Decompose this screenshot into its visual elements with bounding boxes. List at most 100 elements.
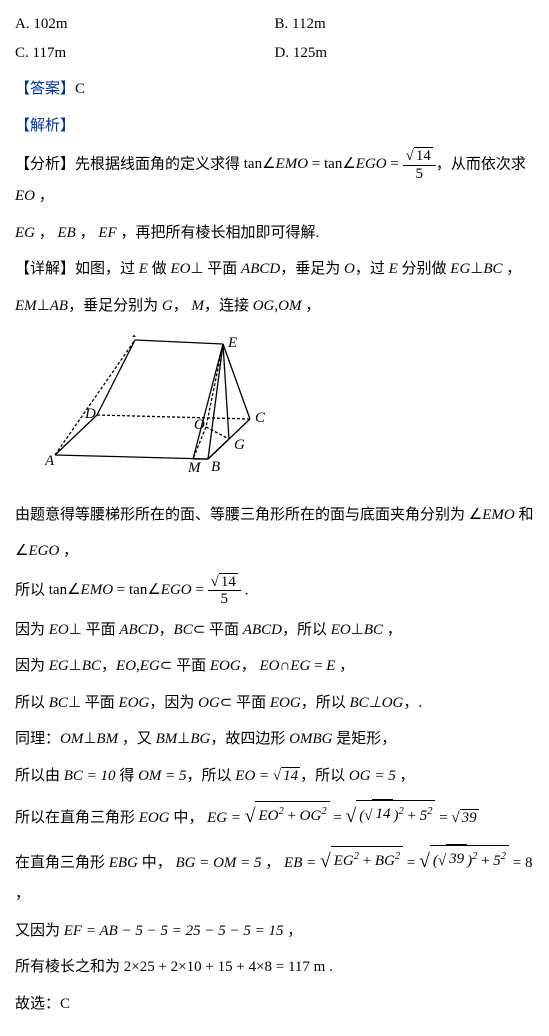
- line-13: 所以在直角三角形 EOG 中， EG = √EO2 + OG2 = √(14)2…: [15, 798, 534, 835]
- line-8: 因为 EO⊥ 平面 ABCD，BC⊂ 平面 ABCD，所以 EO⊥BC ，: [15, 616, 534, 645]
- line-detail-1: 【详解】如图，过 E 做 EO⊥ 平面 ABCD，垂足为 O，过 E 分别做 E…: [15, 255, 534, 284]
- text: ，再把所有棱长相加即可得解.: [117, 225, 320, 241]
- svg-text:E: E: [227, 335, 237, 351]
- text: ，: [301, 298, 320, 314]
- option-b: B. 112m: [275, 10, 535, 39]
- text: ，所以: [187, 768, 236, 784]
- sq: 2: [321, 806, 326, 817]
- perp: ⊥: [68, 695, 81, 711]
- eg: EG: [140, 658, 160, 674]
- eg: EG: [290, 658, 310, 674]
- e: E: [139, 261, 148, 277]
- angle: ∠: [469, 507, 482, 523]
- efc: EF = AB − 5 − 5 = 25 − 5 − 5 = 15: [64, 923, 284, 939]
- text: ，所以: [301, 695, 350, 711]
- line-6: ∠EGO ，: [15, 537, 534, 566]
- plus: +: [284, 808, 300, 824]
- text: 所以: [15, 695, 49, 711]
- text: ，: [262, 855, 285, 871]
- text: ，因为: [149, 695, 198, 711]
- text: 由题意得等腰梯形所在的面、等腰三角形所在的面与底面夹角分别为: [15, 507, 469, 523]
- text: ，故四边形: [210, 731, 289, 747]
- sq: 2: [395, 851, 400, 862]
- perp: ⊥: [177, 731, 190, 747]
- den: 5: [208, 591, 241, 608]
- line-15: 又因为 EF = AB − 5 − 5 = 25 − 5 − 5 = 15 ，: [15, 917, 534, 946]
- text: 所有棱长之和为: [15, 959, 124, 975]
- eq: =: [192, 582, 208, 598]
- tan: tan: [129, 582, 147, 598]
- ego: EGO: [161, 582, 192, 598]
- rad: 14: [219, 573, 238, 590]
- svg-text:B: B: [211, 459, 220, 475]
- eq: =: [113, 582, 129, 598]
- tan: tan: [324, 156, 342, 172]
- perp: ⊥: [69, 658, 82, 674]
- eo: EO: [49, 622, 69, 638]
- tan: tan: [49, 582, 67, 598]
- text: ，: [35, 188, 54, 204]
- options: A. 102m B. 112m C. 117m D. 125m: [15, 10, 534, 67]
- perp: ⊥: [37, 298, 50, 314]
- angle: ∠: [262, 156, 275, 172]
- ogom: OG,OM: [253, 298, 302, 314]
- five: 5: [493, 853, 501, 869]
- line-10: 所以 BC⊥ 平面 EOG，因为 OG⊂ 平面 EOG，所以 BC⊥OG，.: [15, 689, 534, 718]
- answer-row: 【答案】C: [15, 75, 534, 104]
- eo: EO: [331, 622, 351, 638]
- text: ，: [59, 543, 78, 559]
- eo: EO: [170, 261, 190, 277]
- option-a: A. 102m: [15, 10, 275, 39]
- cap: ∩: [279, 658, 290, 674]
- text: 和: [515, 507, 534, 523]
- angle: ∠: [147, 582, 160, 598]
- plus: +: [477, 853, 493, 869]
- em: EM: [15, 298, 37, 314]
- line-analysis-1: 【分析】先根据线面角的定义求得 tan∠EMO = tan∠EGO = 145，…: [15, 148, 534, 211]
- bc: BC: [174, 622, 193, 638]
- abcd: ABCD: [243, 622, 282, 638]
- text: ，: [503, 261, 522, 277]
- ebf: EB =: [284, 855, 320, 871]
- text: 是矩形，: [332, 731, 396, 747]
- bg5: BG = OM = 5: [175, 855, 261, 871]
- text: ，从而依次求: [436, 156, 526, 172]
- bc: BC: [82, 658, 101, 674]
- text: ，: [383, 622, 402, 638]
- og: OG: [300, 808, 322, 824]
- geometry-diagram: ABCDEFOMG: [45, 335, 534, 486]
- eb: EB: [58, 225, 76, 241]
- bcog: BC⊥OG: [349, 695, 403, 711]
- svg-text:A: A: [45, 453, 55, 469]
- abcd: ABCD: [119, 622, 158, 638]
- line-9: 因为 EG⊥BC，EO,EG⊂ 平面 EOG， EO∩EG = E ，: [15, 652, 534, 681]
- o: O: [344, 261, 355, 277]
- text: 做: [148, 261, 171, 277]
- tan: tan: [244, 156, 262, 172]
- line-7: 所以 tan∠EMO = tan∠EGO = 145 .: [15, 574, 534, 608]
- text: 平面: [81, 695, 119, 711]
- line-analysis-2: EG ， EB ， EF ，再把所有棱长相加即可得解.: [15, 219, 534, 248]
- text: ，: [15, 886, 30, 902]
- sub: ⊂: [220, 695, 233, 711]
- text: 同理：: [15, 731, 60, 747]
- text: .: [241, 582, 249, 598]
- eog: EOG: [210, 658, 241, 674]
- bc: BC: [483, 261, 502, 277]
- eg: EG: [15, 225, 35, 241]
- eo: EO =: [235, 768, 273, 784]
- perp: ⊥: [470, 261, 483, 277]
- text: ，所以: [300, 768, 349, 784]
- plus: +: [404, 808, 420, 824]
- ombg: OMBG: [289, 731, 332, 747]
- text: ，: [241, 658, 260, 674]
- text: 得: [116, 768, 139, 784]
- emo: EMO: [276, 156, 309, 172]
- bg: BG: [190, 731, 210, 747]
- svg-text:G: G: [234, 437, 245, 453]
- og: OG: [198, 695, 220, 711]
- text: ，: [396, 768, 415, 784]
- text: ，所以: [282, 622, 331, 638]
- svg-text:O: O: [194, 417, 205, 433]
- rad: 14: [414, 147, 433, 164]
